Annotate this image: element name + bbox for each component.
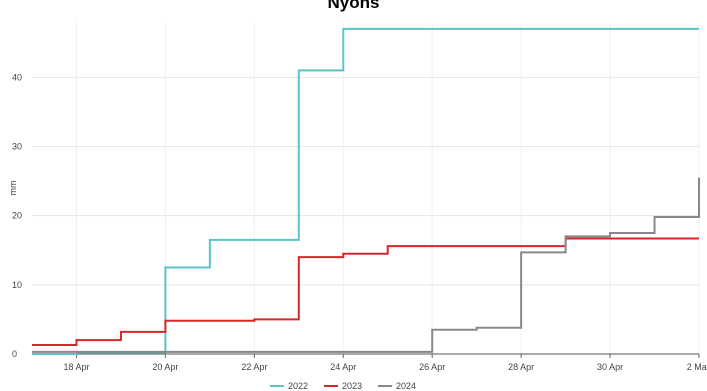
x-tick-label: 28 Apr bbox=[508, 362, 534, 372]
x-tick-label: 2 May bbox=[687, 362, 707, 372]
series-lines bbox=[32, 27, 700, 355]
grid-lines bbox=[32, 22, 700, 355]
legend-label-2023: 2023 bbox=[342, 381, 362, 391]
chart-title: Nyons bbox=[327, 0, 380, 12]
x-tick-label: 24 Apr bbox=[330, 362, 356, 372]
x-tick-label: 18 Apr bbox=[63, 362, 89, 372]
x-tick-label: 30 Apr bbox=[597, 362, 623, 372]
x-tick-label: 22 Apr bbox=[241, 362, 267, 372]
y-tick-label: 0 bbox=[12, 349, 17, 359]
series-line-2024 bbox=[32, 177, 700, 353]
y-axis-label: mm bbox=[8, 181, 18, 196]
y-tick-label: 20 bbox=[12, 211, 22, 221]
y-tick-label: 30 bbox=[12, 142, 22, 152]
axes: 0 10 20 30 40 18 Apr 20 Apr 22 Apr 24 Apr 26 Apr 2… bbox=[8, 72, 707, 372]
legend-label-2024: 2024 bbox=[396, 381, 416, 391]
x-tick-label: 26 Apr bbox=[419, 362, 445, 372]
legend-label-2022: 2022 bbox=[288, 381, 308, 391]
legend: 2022 2023 2024 bbox=[270, 381, 416, 391]
x-tick-label: 20 Apr bbox=[152, 362, 178, 372]
series-line-2023 bbox=[32, 237, 699, 347]
y-tick-label: 10 bbox=[12, 280, 22, 290]
y-tick-label: 40 bbox=[12, 72, 22, 82]
